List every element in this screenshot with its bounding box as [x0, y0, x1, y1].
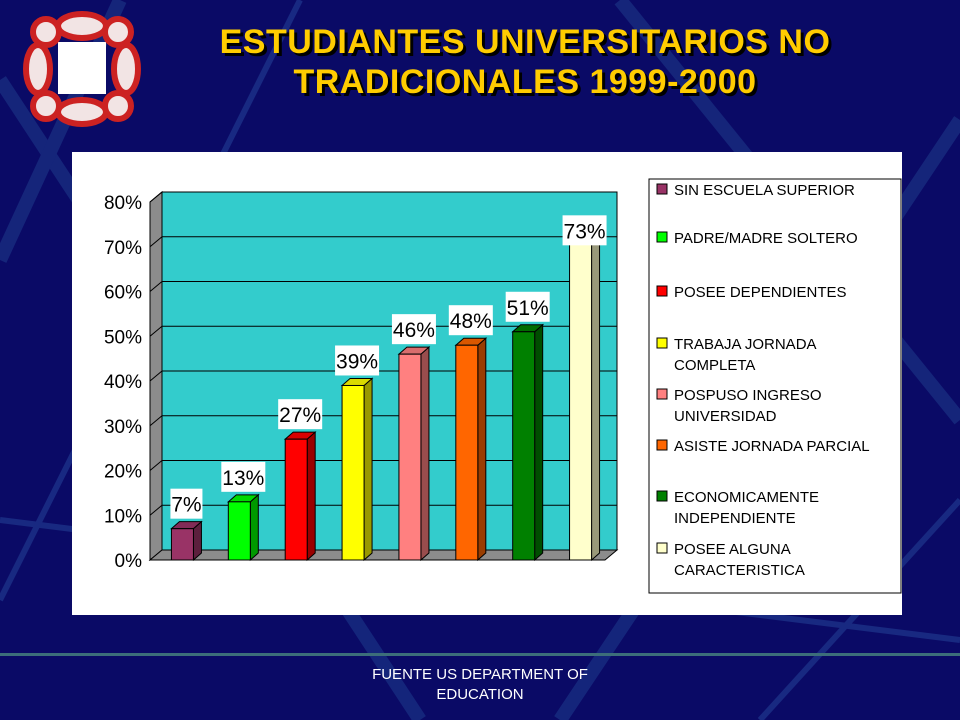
- slide-title-line-2: TRADICIONALES 1999-2000: [293, 63, 757, 101]
- y-tick-label: 50%: [104, 327, 142, 348]
- bar: [283, 431, 317, 562]
- bar-chart: 0% 10% 20% 30% 40% 50% 60% 70% 80% 7% 13% 27% 39% 46%…: [104, 178, 902, 594]
- bar: [568, 225, 601, 562]
- legend-label: POSEE DEPENDIENTES: [674, 284, 847, 301]
- y-tick-label: 60%: [104, 283, 142, 304]
- bar-front: [512, 331, 536, 561]
- legend-swatch: [656, 285, 668, 297]
- bar-front: [170, 528, 194, 561]
- legend-label: POSPUSO INGRESO: [674, 387, 822, 404]
- legend-label: UNIVERSIDAD: [674, 408, 777, 425]
- legend-box: [648, 178, 902, 594]
- data-label: 7%: [171, 494, 201, 517]
- gridline: [149, 191, 617, 203]
- bar: [340, 377, 374, 562]
- y-tick-label: 20%: [104, 462, 142, 483]
- data-label-box: [335, 345, 380, 376]
- bar-front: [284, 438, 308, 561]
- data-label: 48%: [450, 310, 492, 333]
- bar: [226, 493, 260, 562]
- data-label: 27%: [279, 404, 321, 427]
- y-tick-label: 70%: [104, 238, 142, 259]
- bar-front: [398, 353, 422, 561]
- legend-swatch: [656, 183, 668, 195]
- source-line-1: FUENTE US DEPARTMENT OF: [372, 666, 588, 683]
- data-label: 73%: [564, 220, 606, 243]
- legend-label: ASISTE JORNADA PARCIAL: [674, 438, 870, 455]
- bar-side: [534, 323, 544, 562]
- y-tick-label: 80%: [104, 193, 142, 214]
- legend-swatch: [656, 231, 668, 243]
- legend-label: POSEE ALGUNA: [674, 541, 791, 558]
- bar-front: [455, 344, 479, 561]
- legend-swatch: [656, 337, 668, 349]
- source-footer: FUENTE US DEPARTMENT OF EDUCATION: [330, 665, 630, 705]
- data-label-box: [391, 314, 436, 345]
- data-label: 46%: [393, 319, 435, 342]
- y-tick-label: 40%: [104, 372, 142, 393]
- gridline: [149, 281, 617, 292]
- bar-side: [420, 346, 430, 562]
- data-label-box: [170, 488, 203, 519]
- slide-title: ESTUDIANTES UNIVERSITARIOS NO TRADICIONA…: [150, 22, 900, 102]
- data-label-box: [562, 215, 607, 246]
- data-label-box: [278, 399, 323, 430]
- slide-title-line-1: ESTUDIANTES UNIVERSITARIOS NO: [219, 23, 831, 61]
- bar-side: [591, 225, 601, 562]
- legend-label: PADRE/MADRE SOLTERO: [674, 230, 858, 247]
- data-label: 39%: [336, 350, 378, 373]
- source-line-2: EDUCATION: [436, 686, 524, 703]
- legend-label: SIN ESCUELA SUPERIOR: [674, 182, 855, 199]
- legend-swatch: [656, 542, 668, 554]
- bar-front: [569, 232, 593, 561]
- bar-side: [363, 377, 373, 562]
- y-tick-label: 0%: [115, 551, 143, 572]
- legend-swatch: [656, 490, 668, 502]
- data-label-box: [448, 305, 493, 336]
- legend-label: COMPLETA: [674, 357, 755, 374]
- footer-divider: [0, 653, 960, 656]
- bar-side: [249, 493, 259, 562]
- chart-panel: 0% 10% 20% 30% 40% 50% 60% 70% 80% 7% 13% 27% 39% 46%…: [72, 152, 902, 615]
- bar-side: [306, 431, 316, 562]
- data-label-box: [505, 291, 550, 322]
- legend-swatch: [656, 439, 668, 451]
- bar-front: [227, 501, 251, 561]
- data-label: 51%: [507, 297, 549, 320]
- legend-label: CARACTERISTICA: [674, 562, 805, 579]
- legend-label: TRABAJA JORNADA: [674, 336, 817, 353]
- bar: [454, 337, 488, 562]
- legend-label: ECONOMICAMENTE: [674, 489, 819, 506]
- legend-swatch: [656, 388, 668, 400]
- bar: [170, 520, 203, 562]
- university-seal-logo: [23, 11, 141, 127]
- legend-label: INDEPENDIENTE: [674, 510, 796, 527]
- bar: [511, 323, 545, 562]
- bar-front: [341, 384, 365, 561]
- gridline: [149, 236, 617, 248]
- bar-side: [477, 337, 487, 562]
- y-tick-label: 10%: [104, 506, 142, 527]
- y-tick-label: 30%: [104, 417, 142, 438]
- plot-floor: [148, 549, 619, 561]
- bar: [397, 346, 431, 562]
- data-label-box: [221, 461, 266, 492]
- data-label: 13%: [222, 467, 264, 490]
